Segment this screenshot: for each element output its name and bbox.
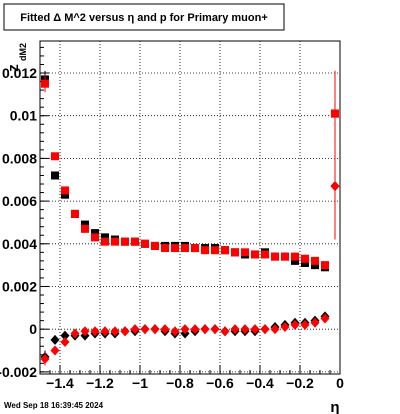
y-tick-label: 0.008	[2, 150, 37, 166]
data-point-square	[71, 209, 79, 218]
data-point-diamond	[160, 324, 170, 335]
data-point-square	[251, 250, 259, 259]
y-tick-label: 0.012	[2, 65, 37, 81]
data-point-diamond	[170, 326, 180, 337]
data-point-square	[141, 239, 149, 248]
data-point-diamond	[180, 324, 190, 335]
x-tick-label: −0.6	[206, 375, 234, 391]
data-point-diamond	[320, 313, 330, 324]
data-point-square	[201, 246, 209, 255]
data-point-diamond	[60, 330, 70, 341]
data-point-square	[91, 233, 99, 242]
x-tick-label: −1.4	[46, 375, 74, 391]
data-point-square	[231, 248, 239, 257]
data-point-diamond	[40, 354, 50, 365]
data-point-diamond	[110, 326, 120, 337]
data-point-square	[161, 244, 169, 253]
data-point-diamond	[50, 345, 60, 356]
y-axis-title: z	[5, 64, 22, 72]
data-point-diamond	[220, 326, 230, 337]
data-point-diamond	[280, 322, 290, 333]
data-point-square	[61, 186, 69, 195]
data-point-diamond	[330, 181, 340, 192]
axis-ticks	[39, 46, 341, 374]
data-point-diamond	[230, 324, 240, 335]
x-tick-label: −0.8	[166, 375, 194, 391]
y-tick-labels: -0.002 0 0.002 0.004 0.006 0.008 0.01 0.012	[0, 65, 37, 380]
data-point-square	[221, 246, 229, 255]
y-axis-title-subscript: dM2	[18, 43, 28, 61]
data-point-square	[181, 244, 189, 253]
data-point-square	[321, 261, 329, 270]
data-point-diamond	[270, 324, 280, 335]
data-point-diamond	[120, 326, 130, 337]
data-point-diamond	[50, 334, 60, 345]
data-point-diamond	[90, 326, 100, 337]
data-point-square	[121, 237, 129, 246]
data-point-diamond	[80, 326, 90, 337]
data-point-square	[51, 152, 59, 161]
data-point-diamond	[100, 326, 110, 337]
y-axis-title-group: z dM2	[5, 43, 28, 72]
data-point-diamond	[310, 317, 320, 328]
x-tick-label: −1.2	[86, 375, 114, 391]
data-point-square	[131, 237, 139, 246]
chart-title: Fitted Δ M^2 versus η and p for Primary …	[20, 12, 268, 24]
data-point-square	[281, 252, 289, 261]
data-point-square	[311, 261, 319, 270]
data-point-diamond	[150, 324, 160, 335]
y-tick-label: -0.002	[0, 364, 37, 380]
data-point-square	[151, 241, 159, 250]
data-point-square	[191, 244, 199, 253]
y-tick-label: 0.002	[2, 278, 37, 294]
data-point-diamond	[200, 324, 210, 335]
data-marks	[40, 70, 340, 366]
data-point-square	[61, 190, 69, 199]
x-tick-label: −1	[132, 375, 148, 391]
x-tick-labels: −1.4 −1.2 −1 −0.8 −0.6 −0.4 −0.2 0	[46, 375, 344, 391]
x-tick-label: −0.4	[246, 375, 274, 391]
data-point-diamond	[250, 324, 260, 335]
data-point-square	[81, 224, 89, 233]
data-point-square	[101, 233, 109, 242]
data-point-diamond	[70, 328, 80, 339]
y-tick-label: 0	[29, 321, 37, 337]
data-point-diamond	[260, 324, 270, 335]
data-point-diamond	[240, 324, 250, 335]
data-point-square	[81, 220, 89, 229]
data-point-diamond	[210, 324, 220, 335]
data-point-square	[331, 109, 339, 118]
x-tick-label: 0	[336, 375, 344, 391]
x-tick-label: −0.2	[286, 375, 314, 391]
data-point-diamond	[190, 324, 200, 335]
y-tick-label: 0.006	[2, 193, 37, 209]
y-tick-label: 0.01	[10, 108, 37, 124]
data-point-square	[111, 237, 119, 246]
data-point-square	[171, 244, 179, 253]
data-point-square	[101, 237, 109, 246]
data-point-diamond	[140, 324, 150, 335]
data-point-square	[51, 171, 59, 180]
data-point-square	[261, 250, 269, 259]
data-point-square	[301, 254, 309, 263]
data-point-square	[211, 246, 219, 255]
data-point-square	[291, 256, 299, 265]
data-point-diamond	[290, 319, 300, 330]
x-axis-title: η	[330, 399, 339, 414]
y-tick-label: 0.004	[2, 236, 37, 252]
data-point-square	[301, 259, 309, 267]
data-point-square	[271, 252, 279, 261]
data-point-square	[41, 79, 49, 88]
data-point-square	[91, 229, 99, 238]
data-point-diamond	[300, 319, 310, 330]
data-point-square	[291, 252, 299, 261]
data-point-diamond	[130, 324, 140, 335]
data-point-square	[311, 256, 319, 265]
timestamp: Wed Sep 18 16:39:45 2024	[4, 401, 104, 410]
title-box	[3, 3, 285, 31]
data-point-square	[241, 248, 249, 257]
data-point-diamond	[60, 336, 70, 347]
